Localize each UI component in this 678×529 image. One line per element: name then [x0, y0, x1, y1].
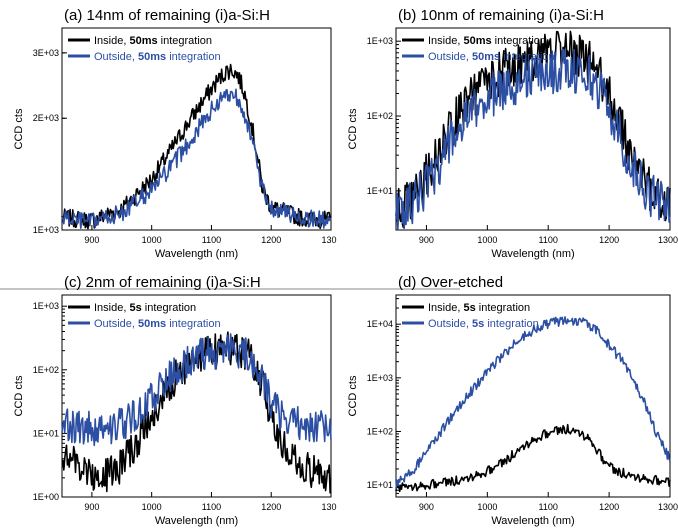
x-tick-label: 1100	[539, 235, 558, 245]
y-tick-label: 1E+01	[33, 428, 59, 438]
legend-entry: Inside, 50ms integration	[428, 35, 546, 47]
y-axis-label: CCD cts	[347, 108, 359, 149]
x-tick-label: 1200	[261, 235, 281, 245]
x-tick-label: 1000	[477, 235, 497, 245]
legend-text: integration	[484, 318, 538, 330]
y-tick-label: 1E+00	[33, 492, 59, 502]
x-tick-label: 1100	[202, 502, 221, 512]
panel-1: (a) 14nm of remaining (i)a-Si:H 900 1000 11…	[13, 7, 337, 260]
series-line-inside	[61, 63, 332, 230]
x-tick-label: 1300	[658, 502, 678, 512]
plot-frame	[61, 294, 332, 498]
plot-frame	[395, 294, 671, 498]
x-tick-label: 130	[321, 502, 336, 512]
series-line-outside	[61, 88, 332, 229]
y-tick-label: 1E+03	[367, 36, 393, 46]
series-line-outside	[395, 316, 671, 490]
x-tick-label: 1000	[142, 235, 162, 245]
legend-text-bold: 50ms	[472, 51, 500, 63]
legend-text-bold: 50ms	[138, 51, 166, 63]
legend-text: Outside,	[428, 318, 472, 330]
legend-text-bold: 50ms	[129, 35, 157, 47]
legend-text: Inside,	[428, 35, 463, 47]
legend-text: integration	[158, 35, 212, 47]
plot-frame	[61, 27, 332, 231]
x-tick-label: 1200	[599, 502, 619, 512]
legend-entry: Outside, 50ms integration	[94, 51, 221, 63]
panel-4: (d) Over-etched 900 1000 1100 1200 1300 1E+01 1…	[347, 274, 678, 527]
legend-text-bold: 5s	[129, 302, 141, 314]
x-tick-label: 900	[84, 235, 99, 245]
y-tick-label: 1E+03	[33, 301, 59, 311]
y-tick-label: 1E+02	[33, 365, 59, 375]
x-tick-label: 1200	[261, 502, 281, 512]
panel-title: (d) Over-etched	[398, 274, 503, 291]
series-line-inside	[395, 423, 671, 493]
y-tick-label: 2E+03	[33, 113, 59, 123]
legend-entry: Outside, 50ms integration	[428, 51, 555, 63]
legend-text: integration	[166, 51, 220, 63]
legend-text: integration	[500, 51, 554, 63]
legend-text-bold: 5s	[463, 302, 475, 314]
x-axis-label: Wavelength (nm)	[155, 515, 238, 527]
legend-entry: Outside, 5s integration	[428, 318, 539, 330]
legend-text: Inside,	[428, 302, 463, 314]
x-tick-label: 1100	[202, 235, 221, 245]
panel-title: (a) 14nm of remaining (i)a-Si:H	[64, 7, 270, 24]
legend-entry: Inside, 5s integration	[428, 302, 530, 314]
x-tick-label: 900	[84, 502, 99, 512]
legend-text: integration	[166, 318, 220, 330]
x-tick-label: 1000	[142, 502, 162, 512]
legend-text: integration	[492, 35, 546, 47]
panel-2: (b) 10nm of remaining (i)a-Si:H 900 1000 11…	[347, 7, 678, 260]
legend-text: Outside,	[94, 318, 138, 330]
y-tick-label: 1E+02	[367, 111, 393, 121]
legend-text: Inside,	[94, 302, 129, 314]
legend-entry: Inside, 50ms integration	[94, 35, 212, 47]
x-tick-label: 1200	[599, 235, 619, 245]
panel-3: (c) 2nm of remaining (i)a-Si:H 900 1000 110…	[13, 274, 337, 527]
y-tick-label: 1E+03	[367, 373, 393, 383]
legend-text-bold: 5s	[472, 318, 484, 330]
x-tick-label: 900	[419, 502, 434, 512]
panel-title: (b) 10nm of remaining (i)a-Si:H	[398, 7, 604, 24]
legend-text: Outside,	[428, 51, 472, 63]
panel-title: (c) 2nm of remaining (i)a-Si:H	[64, 274, 261, 291]
series-line-outside	[395, 48, 671, 231]
x-tick-label: 1100	[539, 502, 558, 512]
legend-text: integration	[476, 302, 530, 314]
y-tick-label: 1E+01	[367, 186, 393, 196]
x-tick-label: 1000	[477, 502, 497, 512]
y-axis-label: CCD cts	[13, 108, 25, 149]
y-axis-label: CCD cts	[13, 375, 25, 416]
y-tick-label: 1E+02	[367, 426, 393, 436]
legend-text: Inside,	[94, 35, 129, 47]
plot-frame	[395, 27, 671, 231]
legend-entry: Outside, 50ms integration	[94, 318, 221, 330]
y-tick-label: 3E+03	[33, 48, 59, 58]
y-tick-label: 1E+01	[367, 480, 393, 490]
legend-text: Outside,	[94, 51, 138, 63]
x-axis-label: Wavelength (nm)	[491, 248, 574, 260]
x-axis-label: Wavelength (nm)	[491, 515, 574, 527]
y-axis-label: CCD cts	[347, 375, 359, 416]
legend-text: integration	[142, 302, 196, 314]
x-tick-label: 130	[321, 235, 336, 245]
legend-text-bold: 50ms	[463, 35, 491, 47]
y-tick-label: 1E+03	[33, 225, 59, 235]
y-tick-label: 1E+04	[367, 319, 393, 329]
x-tick-label: 900	[419, 235, 434, 245]
x-axis-label: Wavelength (nm)	[155, 248, 238, 260]
x-tick-label: 1300	[658, 235, 678, 245]
series-line-outside	[61, 333, 332, 447]
legend-entry: Inside, 5s integration	[94, 302, 196, 314]
legend-text-bold: 50ms	[138, 318, 166, 330]
